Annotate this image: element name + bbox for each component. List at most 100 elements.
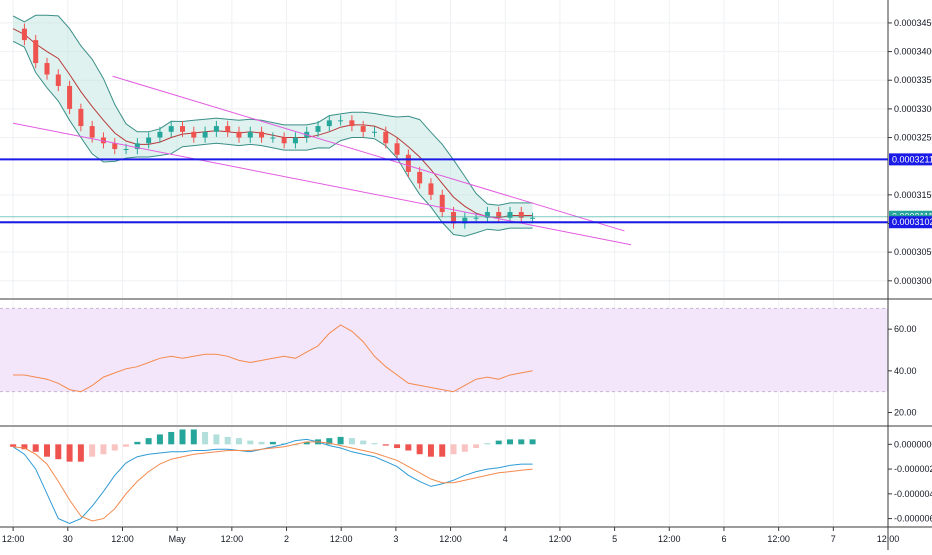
macd-histogram-bar [450, 444, 457, 455]
time-axis-tick-label: 4 [503, 534, 508, 544]
macd-histogram-bar [21, 444, 28, 450]
candle-body [462, 217, 468, 224]
macd-histogram-bar [55, 444, 62, 460]
macd-histogram-bar [371, 443, 378, 445]
macd-histogram-bar [247, 440, 254, 445]
bollinger-upper [12, 14, 533, 206]
macd-histogram-bar [427, 444, 434, 457]
time-axis-tick-label: 30 [63, 534, 73, 544]
macd-axis-tick-label: -0.0000040 [894, 489, 932, 499]
time-axis-tick-label: 12:00 [439, 534, 462, 544]
macd-histogram-bar [529, 439, 536, 445]
macd-histogram-bar [394, 444, 401, 449]
macd-histogram-bar [156, 434, 163, 445]
macd-histogram-bar [303, 441, 310, 445]
candle-body [270, 137, 276, 139]
price-axis-tick-label: 0.0003000 [894, 276, 932, 286]
macd-histogram-bar [100, 444, 107, 455]
time-axis-tick-label: 12:00 [658, 534, 681, 544]
macd-histogram-bar [348, 438, 355, 445]
time-axis-tick-label: May [169, 534, 187, 544]
candle-body [530, 217, 536, 219]
macd-histogram-bar [179, 429, 186, 445]
candle-body [146, 137, 152, 144]
macd-histogram-bar [484, 443, 491, 445]
candle-body [507, 212, 513, 218]
candle-body [123, 149, 129, 150]
macd-histogram-bar [224, 436, 231, 445]
macd-histogram-bar [213, 434, 220, 445]
candle-body [55, 74, 61, 86]
candle-body [259, 131, 265, 138]
price-label: 0.00031022 [892, 217, 932, 227]
macd-histogram-bar [461, 444, 468, 452]
candle-body [78, 108, 84, 127]
candle-body [292, 137, 298, 144]
candle-body [33, 40, 39, 64]
macd-histogram-bar [495, 440, 502, 445]
rsi-axis-tick-label: 40.00 [894, 366, 917, 376]
time-axis-tick-label: 6 [721, 534, 726, 544]
time-axis-tick-label: 12:00 [330, 534, 353, 544]
macd-histogram [10, 429, 536, 462]
candle-body [180, 126, 186, 132]
candle-body [100, 137, 106, 144]
candle-body [281, 137, 287, 144]
candle-body [451, 212, 457, 224]
time-axis-tick-label: 2 [284, 534, 289, 544]
macd-axis-tick-label: -0.0000020 [894, 464, 932, 474]
rsi-line [13, 324, 533, 393]
price-label-box [889, 153, 932, 166]
candle-body [484, 212, 490, 218]
macd-histogram-bar [518, 439, 525, 445]
macd-histogram-bar [190, 429, 197, 445]
candle-body [191, 131, 197, 138]
bollinger-fill [13, 15, 533, 237]
macd-histogram-bar [405, 444, 412, 451]
candle-body [439, 194, 445, 213]
candle-body [225, 126, 231, 132]
candle-body [428, 183, 434, 195]
time-axis-tick-label: 12:00 [549, 534, 572, 544]
macd-histogram-bar [506, 439, 513, 445]
candle-body [338, 120, 344, 122]
macd-histogram-bar [235, 438, 242, 445]
candle-body [168, 126, 174, 132]
macd-histogram-bar [269, 441, 276, 445]
macd-histogram-bar [123, 444, 130, 447]
candle-body [247, 131, 253, 138]
macd-histogram-bar [337, 436, 344, 445]
macd-axis-tick-label: 0.0000000 [894, 439, 932, 449]
macd-histogram-bar [382, 444, 389, 446]
candle-body [383, 131, 389, 144]
candle-body [326, 120, 332, 127]
trend-line [112, 75, 625, 232]
macd-signal-line [13, 441, 533, 522]
candle-body [202, 131, 208, 138]
macd-histogram-bar [32, 444, 39, 452]
candle-body [112, 143, 118, 149]
candle-body [371, 131, 377, 133]
time-axis-tick-label: 7 [831, 534, 836, 544]
candle-body [315, 126, 321, 132]
time-axis-tick-label: 3 [393, 534, 398, 544]
candle-body [496, 212, 502, 218]
candle-body [21, 28, 27, 41]
candle-body [360, 126, 366, 132]
macd-histogram-bar [111, 444, 118, 451]
macd-histogram-bar [473, 444, 480, 449]
macd-histogram-bar [10, 444, 17, 447]
macd-histogram-bar [281, 443, 288, 445]
candle-body [213, 126, 219, 132]
macd-histogram-bar [66, 444, 73, 462]
candle-body [157, 131, 163, 138]
macd-histogram-bar [416, 444, 423, 455]
time-axis-tick-label: 12:00 [221, 534, 244, 544]
candle-body [473, 217, 479, 219]
